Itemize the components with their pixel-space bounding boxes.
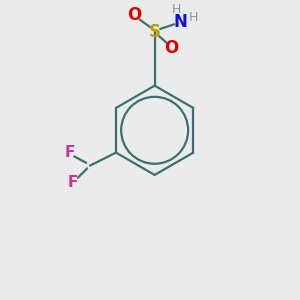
Text: F: F bbox=[64, 145, 75, 160]
Text: N: N bbox=[174, 14, 188, 32]
Text: F: F bbox=[68, 175, 78, 190]
Text: O: O bbox=[127, 6, 141, 24]
Text: O: O bbox=[164, 39, 178, 57]
Text: H: H bbox=[189, 11, 198, 24]
Text: S: S bbox=[149, 23, 161, 41]
Text: H: H bbox=[171, 3, 181, 16]
